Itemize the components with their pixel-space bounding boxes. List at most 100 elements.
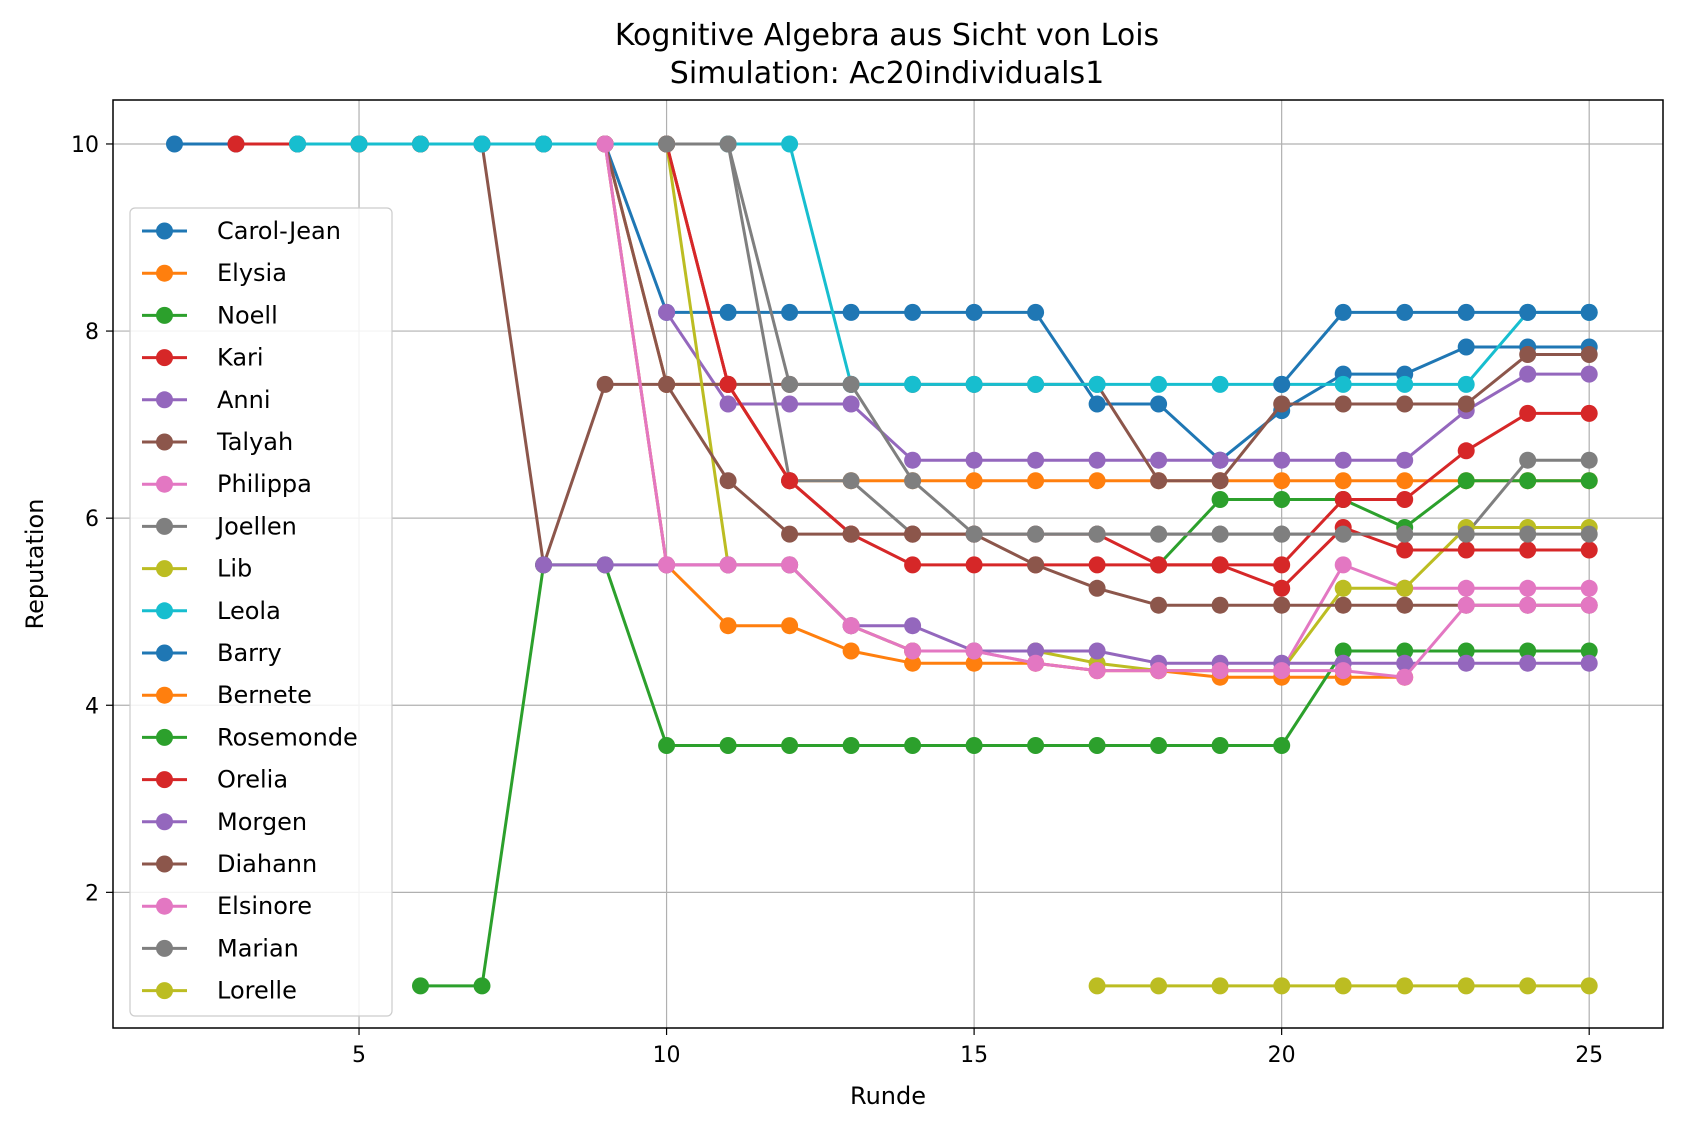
data-point xyxy=(1580,303,1598,321)
data-point xyxy=(842,375,860,393)
series-line xyxy=(543,563,1590,665)
data-point xyxy=(965,654,983,672)
data-point xyxy=(1150,662,1168,680)
data-point xyxy=(904,642,922,660)
legend-marker xyxy=(156,813,173,831)
data-point xyxy=(1519,472,1537,490)
data-point xyxy=(1519,404,1537,422)
legend-item: Lorelle xyxy=(142,977,297,1005)
legend-item: Rosemonde xyxy=(142,723,358,751)
data-point xyxy=(1088,556,1106,574)
data-point xyxy=(965,303,983,321)
data-point xyxy=(412,135,429,153)
legend-marker xyxy=(156,602,173,620)
data-point xyxy=(535,135,553,153)
series-rosemonde xyxy=(412,556,1598,995)
legend-label: Marian xyxy=(217,934,299,962)
data-point xyxy=(904,737,922,754)
data-point xyxy=(1457,596,1475,614)
data-point xyxy=(904,472,922,490)
data-point xyxy=(719,395,737,413)
data-point xyxy=(965,375,983,393)
data-point xyxy=(1396,541,1414,559)
data-point xyxy=(719,737,737,754)
data-point xyxy=(1580,525,1598,543)
legend-item: Leola xyxy=(142,597,281,625)
legend-label: Philippa xyxy=(217,470,312,498)
legend-label: Morgen xyxy=(217,808,307,836)
legend-item: Anni xyxy=(142,386,271,414)
data-point xyxy=(596,375,614,393)
data-point xyxy=(1519,977,1537,995)
data-point xyxy=(965,525,983,543)
data-point xyxy=(781,525,799,543)
series-anni xyxy=(658,303,1598,469)
legend-item: Bernete xyxy=(142,681,312,709)
data-point xyxy=(719,472,737,490)
chart-subtitle: Simulation: Ac20individuals1 xyxy=(670,56,1104,91)
data-point xyxy=(1211,472,1229,490)
y-tick-label: 4 xyxy=(85,694,99,719)
data-point xyxy=(1519,346,1537,363)
data-point xyxy=(658,135,676,153)
legend-item: Marian xyxy=(142,934,299,962)
legend-label: Lib xyxy=(217,555,252,583)
legend-item: Elysia xyxy=(142,259,287,287)
data-point xyxy=(1334,491,1352,508)
data-point xyxy=(1211,556,1229,574)
data-point xyxy=(781,375,799,393)
data-point xyxy=(1211,977,1229,995)
x-tick-label: 20 xyxy=(1268,1043,1296,1068)
data-point xyxy=(1088,737,1106,754)
data-point xyxy=(1519,654,1537,672)
data-point xyxy=(1211,596,1229,614)
data-point xyxy=(1457,395,1475,413)
legend-marker xyxy=(156,644,173,662)
data-point xyxy=(1396,596,1414,614)
legend-marker xyxy=(156,433,173,451)
legend-label: Bernete xyxy=(217,681,312,709)
legend-item: Philippa xyxy=(142,470,312,498)
data-point xyxy=(1519,642,1537,660)
data-point xyxy=(1580,451,1598,469)
data-point xyxy=(1334,395,1352,413)
legend-label: Elysia xyxy=(217,259,287,287)
series-line xyxy=(603,143,1405,679)
data-point xyxy=(1150,472,1168,490)
legend-item: Diahann xyxy=(142,850,317,878)
data-point xyxy=(1334,977,1352,995)
x-axis-label: Runde xyxy=(850,1082,926,1110)
data-point xyxy=(1088,662,1106,680)
data-point xyxy=(1580,541,1598,559)
data-point xyxy=(1088,525,1106,543)
series-line xyxy=(1157,479,1590,566)
data-point xyxy=(1457,472,1475,490)
data-point xyxy=(1027,737,1045,754)
data-point xyxy=(1273,395,1291,413)
legend-marker xyxy=(156,349,173,367)
series-kari xyxy=(227,135,1598,574)
legend-marker xyxy=(156,771,173,789)
data-point xyxy=(1027,303,1045,321)
legend-marker xyxy=(156,475,173,493)
data-point xyxy=(1457,541,1475,559)
legend-item: Barry xyxy=(142,639,282,667)
legend-marker xyxy=(156,897,173,915)
data-point xyxy=(1027,556,1045,574)
data-point xyxy=(1519,365,1537,383)
data-point xyxy=(904,525,922,543)
series-line xyxy=(1280,310,1590,386)
data-point xyxy=(1150,556,1168,574)
data-point xyxy=(1396,525,1414,543)
data-point xyxy=(1396,451,1414,469)
legend-item: Carol-Jean xyxy=(142,217,341,245)
data-point xyxy=(781,395,799,413)
data-point xyxy=(719,617,737,635)
data-point xyxy=(1273,525,1291,543)
data-point xyxy=(1396,375,1414,393)
data-point xyxy=(1273,491,1291,508)
legend-label: Rosemonde xyxy=(217,723,358,751)
data-point xyxy=(1580,642,1598,660)
data-point xyxy=(781,135,799,153)
data-point xyxy=(1396,303,1414,321)
